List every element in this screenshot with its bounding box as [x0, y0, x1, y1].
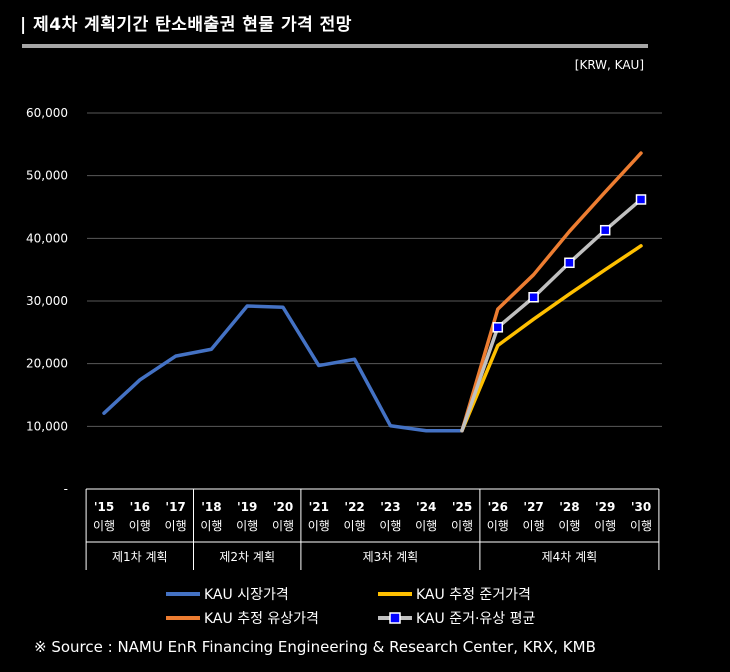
chart-title: | 제4차 계획기간 탄소배출권 현물 가격 전망: [20, 15, 352, 35]
legend-label-auction-price: KAU 추정 유상가격: [204, 611, 319, 627]
y-tick-label-1: 10,000: [26, 419, 68, 433]
x-tick-year-11: '26: [488, 500, 508, 514]
source-note: ※ Source : NAMU EnR Financing Engineerin…: [34, 638, 596, 656]
x-tick-sub-10: 이행: [451, 518, 473, 533]
legend-item-auction-price: KAU 추정 유상가격: [166, 608, 319, 628]
legend-swatch-auction-price: [166, 616, 200, 620]
x-tick-year-5: '20: [273, 500, 293, 514]
y-tick-label-2: 20,000: [26, 357, 68, 371]
y-tick-label-6: 60,000: [26, 106, 68, 120]
series-3-marker-12: [528, 291, 539, 303]
x-tick-sub-15: 이행: [630, 518, 652, 533]
x-tick-year-6: '21: [309, 500, 329, 514]
x-tick-sub-7: 이행: [344, 518, 366, 533]
legend-label-average-price: KAU 준거·유상 평균: [416, 611, 536, 627]
period-label-2: 제3차 계획: [363, 550, 419, 564]
x-tick-year-9: '24: [416, 500, 436, 514]
x-tick-year-1: '16: [130, 500, 150, 514]
x-tick-year-7: '22: [344, 500, 364, 514]
x-tick-year-15: '30: [631, 500, 651, 514]
x-tick-sub-12: 이행: [523, 518, 545, 533]
series-3-marker-15: [635, 194, 647, 205]
period-label-0: 제1차 계획: [112, 550, 168, 564]
series-3-marker-13: [564, 257, 575, 269]
x-tick-year-13: '28: [559, 500, 579, 514]
x-tick-sub-11: 이행: [487, 518, 509, 533]
x-tick-sub-4: 이행: [236, 518, 258, 533]
x-tick-sub-6: 이행: [308, 518, 330, 533]
x-tick-year-10: '25: [452, 500, 472, 514]
period-label-3: 제4차 계획: [542, 550, 598, 564]
series-line-3: [460, 197, 643, 433]
x-tick-sub-2: 이행: [165, 518, 187, 533]
x-tick-year-2: '17: [165, 500, 185, 514]
y-tick-label-0: -: [64, 482, 68, 496]
x-tick-sub-5: 이행: [272, 518, 294, 533]
x-tick-sub-8: 이행: [379, 518, 401, 533]
x-tick-year-14: '29: [595, 500, 615, 514]
legend-swatch-average-price: [378, 612, 412, 624]
x-tick-sub-14: 이행: [594, 518, 616, 533]
series-line-1: [460, 244, 643, 433]
unit-label: [KRW, KAU]: [574, 58, 644, 72]
x-tick-year-8: '23: [380, 500, 400, 514]
x-tick-sub-1: 이행: [129, 518, 151, 533]
legend-label-reference-price: KAU 추정 준거가격: [416, 587, 531, 603]
y-tick-label-5: 50,000: [26, 169, 68, 183]
series-3-marker-14: [599, 224, 611, 236]
x-tick-sub-9: 이행: [415, 518, 437, 533]
x-tick-year-3: '18: [201, 500, 221, 514]
period-label-1: 제2차 계획: [219, 550, 275, 564]
x-tick-year-12: '27: [523, 500, 543, 514]
legend-item-reference-price: KAU 추정 준거가격: [378, 584, 531, 604]
y-tick-label-3: 30,000: [26, 294, 68, 308]
y-tick-label-4: 40,000: [26, 231, 68, 245]
legend-item-market-price: KAU 시장가격: [166, 584, 289, 604]
x-tick-year-4: '19: [237, 500, 257, 514]
legend-swatch-reference-price: [378, 592, 412, 596]
legend-swatch-market-price: [166, 592, 200, 596]
series-3-marker-11: [492, 322, 504, 333]
series-line-2: [460, 151, 643, 433]
legend-item-average-price: KAU 준거·유상 평균: [378, 608, 535, 628]
x-tick-sub-13: 이행: [558, 518, 580, 533]
series-line-0: [102, 304, 464, 433]
x-tick-sub-0: 이행: [93, 518, 115, 533]
x-tick-sub-3: 이행: [200, 518, 222, 533]
title-underline: [22, 44, 648, 48]
x-tick-year-0: '15: [94, 500, 114, 514]
legend-label-market-price: KAU 시장가격: [204, 587, 289, 603]
